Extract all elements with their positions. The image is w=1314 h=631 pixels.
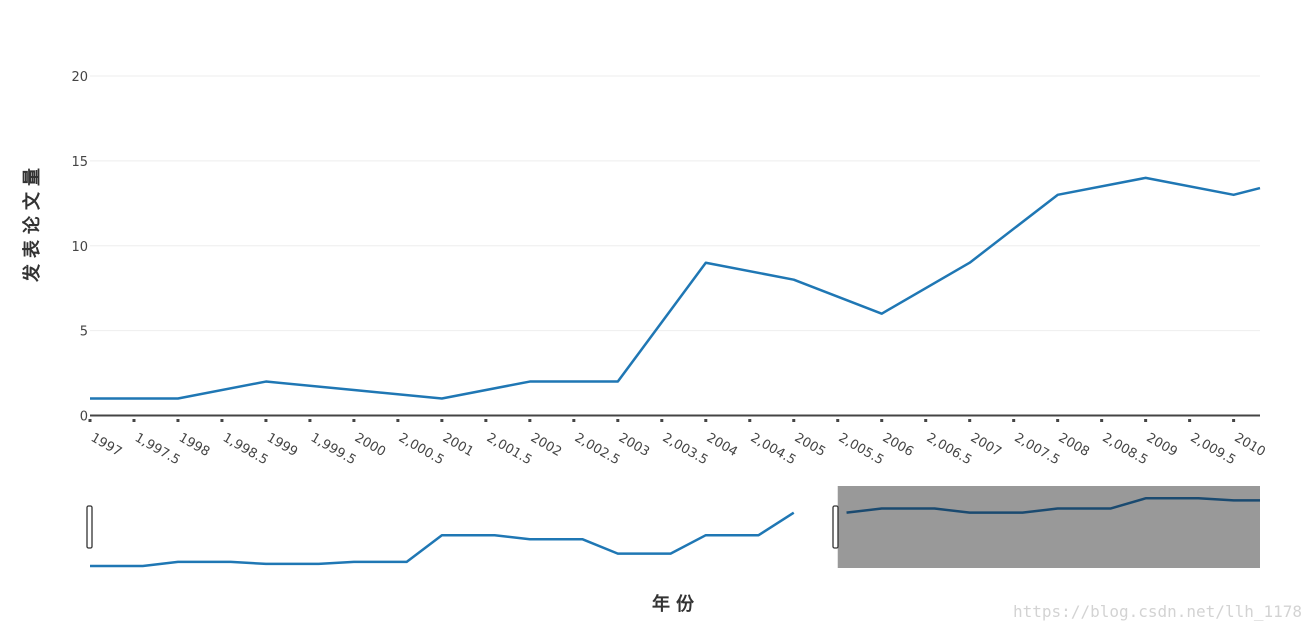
series-line bbox=[90, 176, 1261, 400]
data-point bbox=[1144, 176, 1148, 180]
x-tick-mark bbox=[968, 419, 972, 422]
series-points bbox=[88, 176, 1262, 401]
range-slider-line bbox=[90, 511, 795, 568]
data-point bbox=[440, 397, 444, 401]
x-tick-mark bbox=[704, 419, 708, 422]
x-tick-label: 2,006.5 bbox=[924, 430, 974, 468]
range-slider-selected-region[interactable] bbox=[837, 486, 1260, 568]
y-tick-label: 0 bbox=[80, 410, 88, 425]
x-tick-label: 1,999.5 bbox=[308, 430, 358, 468]
x-tick-label: 2,004.5 bbox=[748, 430, 798, 468]
x-tick-mark bbox=[572, 419, 576, 422]
x-tick-label: 2,009.5 bbox=[1188, 430, 1238, 468]
y-axis-title: 发表论文量 bbox=[21, 162, 43, 283]
x-tick-mark bbox=[484, 419, 488, 422]
x-tick-label: 1,997.5 bbox=[132, 430, 182, 468]
x-tick-mark bbox=[792, 419, 796, 422]
x-tick-mark bbox=[1100, 419, 1104, 422]
x-tick-mark bbox=[176, 419, 180, 422]
data-point bbox=[264, 380, 268, 384]
x-tick-mark bbox=[308, 419, 312, 422]
x-tick-mark bbox=[396, 419, 400, 422]
data-point bbox=[704, 261, 708, 265]
watermark-text: https://blog.csdn.net/llh_1178 bbox=[1013, 602, 1302, 621]
x-tick-mark bbox=[1056, 419, 1060, 422]
x-tick-mark bbox=[1012, 419, 1016, 422]
x-tick-mark bbox=[88, 419, 92, 422]
range-slider[interactable] bbox=[86, 486, 1260, 568]
range-slider-right-handle[interactable] bbox=[832, 505, 839, 549]
x-tick-label: 2,002.5 bbox=[572, 430, 622, 468]
y-tick-label: 15 bbox=[71, 155, 88, 170]
x-tick-mark bbox=[528, 419, 532, 422]
data-point bbox=[1258, 186, 1262, 190]
x-tick-mark bbox=[1232, 419, 1236, 422]
x-tick-mark bbox=[1144, 419, 1148, 422]
x-tick-mark bbox=[836, 419, 840, 422]
data-point bbox=[176, 397, 180, 401]
y-tick-label: 5 bbox=[80, 325, 88, 340]
data-point bbox=[880, 312, 884, 316]
x-tick-mark bbox=[352, 419, 356, 422]
x-axis-title: 年份 bbox=[652, 593, 700, 615]
x-tick-mark bbox=[220, 419, 224, 422]
y-tick-label: 20 bbox=[71, 70, 88, 85]
data-point bbox=[616, 380, 620, 384]
x-tick-mark bbox=[924, 419, 928, 422]
data-point bbox=[792, 278, 796, 282]
data-point bbox=[968, 261, 972, 265]
data-point bbox=[528, 380, 532, 384]
gridlines bbox=[90, 75, 1260, 332]
x-tick-mark bbox=[748, 419, 752, 422]
x-tick-label: 2,007.5 bbox=[1012, 430, 1062, 468]
x-tick-mark bbox=[880, 419, 884, 422]
data-point bbox=[1232, 193, 1236, 197]
range-slider-line-selected bbox=[846, 497, 1260, 514]
range-slider-left-handle[interactable] bbox=[86, 505, 93, 549]
y-axis-ticks: 0 5 10 15 20 bbox=[71, 70, 88, 425]
x-tick-mark bbox=[616, 419, 620, 422]
x-tick-label: 1,998.5 bbox=[220, 430, 270, 468]
x-tick-label: 2,005.5 bbox=[836, 430, 886, 468]
data-point bbox=[1056, 193, 1060, 197]
x-tick-label: 2,000.5 bbox=[396, 430, 446, 468]
y-tick-label: 10 bbox=[71, 240, 88, 255]
x-tick-mark bbox=[440, 419, 444, 422]
x-tick-mark bbox=[264, 419, 268, 422]
data-point bbox=[88, 397, 92, 401]
x-tick-mark bbox=[1188, 419, 1192, 422]
x-tick-label: 2,003.5 bbox=[660, 430, 710, 468]
x-tick-label: 2,001.5 bbox=[484, 430, 534, 468]
x-tick-label: 2,008.5 bbox=[1100, 430, 1150, 468]
x-tick-mark bbox=[132, 419, 136, 422]
data-point bbox=[352, 388, 356, 392]
x-tick-label: 1997 bbox=[88, 430, 124, 460]
x-tick-mark bbox=[660, 419, 664, 422]
